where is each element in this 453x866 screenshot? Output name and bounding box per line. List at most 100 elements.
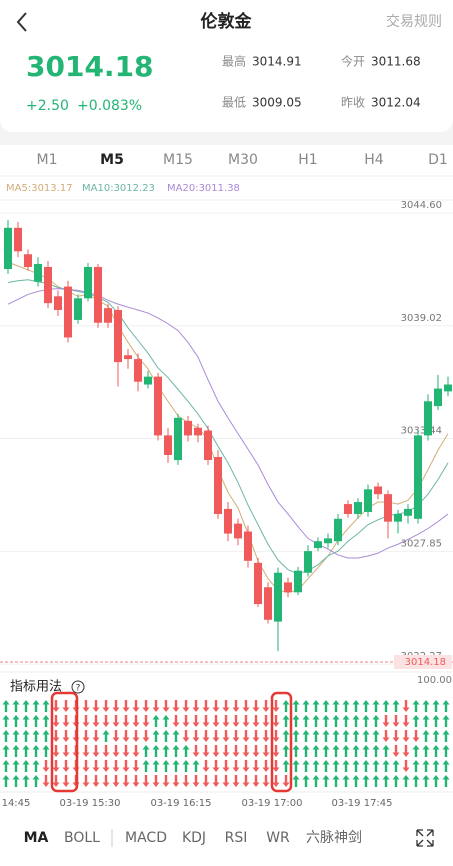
signal-arrow [292, 700, 300, 712]
signal-arrow [252, 775, 260, 787]
signal-arrow [222, 715, 230, 727]
signal-arrow [322, 760, 330, 772]
signal-arrow [192, 700, 200, 712]
help-icon[interactable] [71, 680, 85, 694]
signal-arrow [302, 700, 310, 712]
signal-arrow [142, 760, 150, 772]
signal-arrow [132, 775, 140, 787]
signal-arrow [352, 745, 360, 757]
candle-body [344, 504, 352, 514]
signal-arrow [32, 760, 40, 772]
signal-arrow [412, 715, 420, 727]
signal-arrow [172, 760, 180, 772]
signal-arrow [292, 745, 300, 757]
candle-body [134, 359, 142, 382]
signal-arrow [192, 715, 200, 727]
signal-arrow [432, 745, 440, 757]
signal-arrow [332, 745, 340, 757]
signal-arrow [342, 700, 350, 712]
timeframe-tab[interactable]: M30 [228, 152, 258, 168]
signal-arrow [312, 700, 320, 712]
candle-body [424, 401, 432, 436]
signal-arrow [222, 760, 230, 772]
signal-arrow [52, 700, 60, 712]
signal-arrow [422, 775, 430, 787]
signal-arrow [402, 715, 410, 727]
signal-arrow [102, 730, 110, 742]
rules-link[interactable]: 交易规则 [386, 13, 442, 30]
signal-arrow [192, 775, 200, 787]
candle-body [184, 420, 192, 436]
signal-arrow [412, 730, 420, 742]
signal-arrow [252, 700, 260, 712]
candle-body [224, 508, 232, 534]
candle-body [414, 435, 422, 519]
signal-arrow [142, 715, 150, 727]
signal-arrow [372, 730, 380, 742]
signal-arrow [232, 745, 240, 757]
signal-arrow [302, 715, 310, 727]
timeframe-tab[interactable]: H4 [364, 152, 384, 168]
indicator-tab[interactable]: MACD [125, 830, 167, 846]
signal-arrow [122, 730, 130, 742]
signal-arrow [362, 700, 370, 712]
signal-arrow [432, 730, 440, 742]
signal-arrow [432, 760, 440, 772]
signal-arrow [302, 730, 310, 742]
signal-arrow [362, 760, 370, 772]
indicator-tab[interactable]: RSI [225, 830, 248, 846]
signal-arrow [52, 715, 60, 727]
signal-arrow [302, 760, 310, 772]
signal-arrow [42, 760, 50, 772]
indicator-tab[interactable]: MA [24, 830, 49, 846]
timeframe-tab[interactable]: M15 [163, 152, 193, 168]
highlight-box [50, 691, 79, 793]
signal-arrow [262, 700, 270, 712]
indicator-tab[interactable]: BOLL [64, 830, 100, 846]
stat-value: 3012.04 [371, 96, 421, 110]
signal-arrow [232, 760, 240, 772]
signal-arrow [152, 715, 160, 727]
signal-arrow [2, 775, 10, 787]
candle-body [434, 388, 442, 407]
signal-arrow [392, 730, 400, 742]
signal-arrow [242, 775, 250, 787]
timeframe-tab[interactable]: M5 [100, 152, 124, 168]
candle-body [394, 513, 402, 522]
signal-arrow [332, 775, 340, 787]
timeframe-tab[interactable]: M1 [37, 152, 58, 168]
last-price-tag [394, 655, 452, 669]
signal-arrow [112, 715, 120, 727]
indicator-title[interactable]: 指标用法 [10, 680, 62, 695]
signal-arrow [212, 700, 220, 712]
expand-icon[interactable] [416, 829, 434, 847]
last-price-label: 3014.18 [405, 657, 446, 668]
signal-arrow [292, 730, 300, 742]
signal-arrow [222, 745, 230, 757]
indicator-tab[interactable]: 六脉神剑 [306, 830, 362, 846]
candle-body [354, 502, 362, 514]
signal-arrow [382, 760, 390, 772]
timeframe-tab[interactable]: D1 [428, 152, 448, 168]
candle-body [244, 531, 252, 561]
change: +2.50 [26, 98, 69, 114]
signal-arrow [342, 730, 350, 742]
candle-body [374, 486, 382, 495]
signal-arrow [322, 715, 330, 727]
back-icon[interactable] [16, 12, 27, 32]
indicator-tab[interactable]: WR [266, 830, 290, 846]
timeframe-tab[interactable]: H1 [298, 152, 317, 168]
candle-body [204, 430, 212, 461]
candle-body [74, 298, 82, 320]
signal-arrow [132, 715, 140, 727]
signal-arrow [302, 745, 310, 757]
signal-arrow [232, 700, 240, 712]
signal-arrow [312, 745, 320, 757]
help-mark: ? [76, 684, 81, 694]
candle-body [4, 227, 12, 270]
signal-arrow [422, 760, 430, 772]
indicator-tab[interactable]: KDJ [182, 830, 206, 846]
signal-arrow [322, 730, 330, 742]
stat-value: 3009.05 [252, 96, 302, 110]
signal-arrow [202, 715, 210, 727]
